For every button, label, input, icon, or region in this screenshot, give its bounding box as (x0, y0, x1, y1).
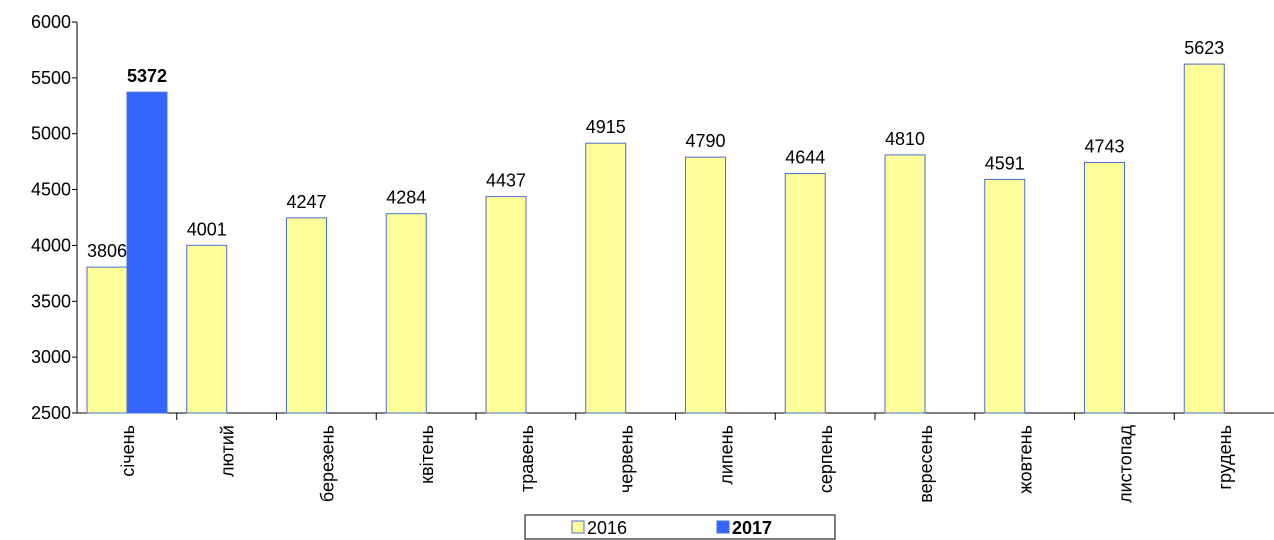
data-label: 4591 (985, 153, 1025, 173)
x-tick-label: вересень (916, 425, 936, 503)
x-tick-label: травень (517, 425, 537, 492)
x-tick-label: березень (317, 425, 337, 502)
bar (984, 178, 1026, 414)
y-tick-label: 4500 (31, 180, 71, 200)
y-tick-label: 5500 (31, 68, 71, 88)
x-tick-label: листопад (1115, 425, 1135, 503)
data-label: 4915 (586, 117, 626, 137)
data-label: 4001 (187, 219, 227, 239)
data-label: 5623 (1184, 38, 1224, 58)
data-label: 3806 (87, 241, 127, 261)
y-tick-label: 2500 (31, 403, 71, 423)
x-tick-label: квітень (417, 425, 437, 484)
bar (126, 91, 168, 414)
data-label: 5372 (127, 66, 167, 86)
bar (1183, 63, 1225, 414)
legend-label: 2016 (587, 518, 627, 538)
bar (286, 217, 327, 414)
data-label: 4790 (685, 131, 725, 151)
bar (186, 244, 228, 414)
bar (884, 154, 926, 414)
bar (1084, 161, 1125, 414)
bar (485, 196, 527, 414)
data-label: 4284 (386, 188, 426, 208)
y-tick-label: 6000 (31, 12, 71, 32)
legend-label: 2017 (732, 518, 772, 538)
x-tick-label: жовтень (1016, 425, 1036, 494)
y-tick-label: 3500 (31, 291, 71, 311)
bar (784, 172, 826, 414)
x-tick-label: липень (716, 425, 736, 485)
data-label: 4437 (486, 171, 526, 191)
y-tick-label: 5000 (31, 124, 71, 144)
data-label: 4743 (1084, 136, 1124, 156)
x-tick-label: січень (118, 425, 138, 477)
x-tick-label: серпень (816, 425, 836, 493)
x-tick-label: грудень (1215, 425, 1235, 490)
x-tick-label: червень (617, 425, 637, 493)
bar (685, 156, 726, 414)
x-tick-label: лютий (218, 425, 238, 477)
y-tick-label: 4000 (31, 235, 71, 255)
data-label: 4247 (286, 192, 326, 212)
bar (585, 142, 627, 414)
bar (385, 213, 427, 414)
legend-swatch (571, 520, 585, 534)
data-label: 4644 (785, 147, 825, 167)
bar (86, 266, 128, 414)
y-tick-label: 3000 (31, 347, 71, 367)
data-label: 4810 (885, 129, 925, 149)
legend-swatch (716, 520, 730, 534)
